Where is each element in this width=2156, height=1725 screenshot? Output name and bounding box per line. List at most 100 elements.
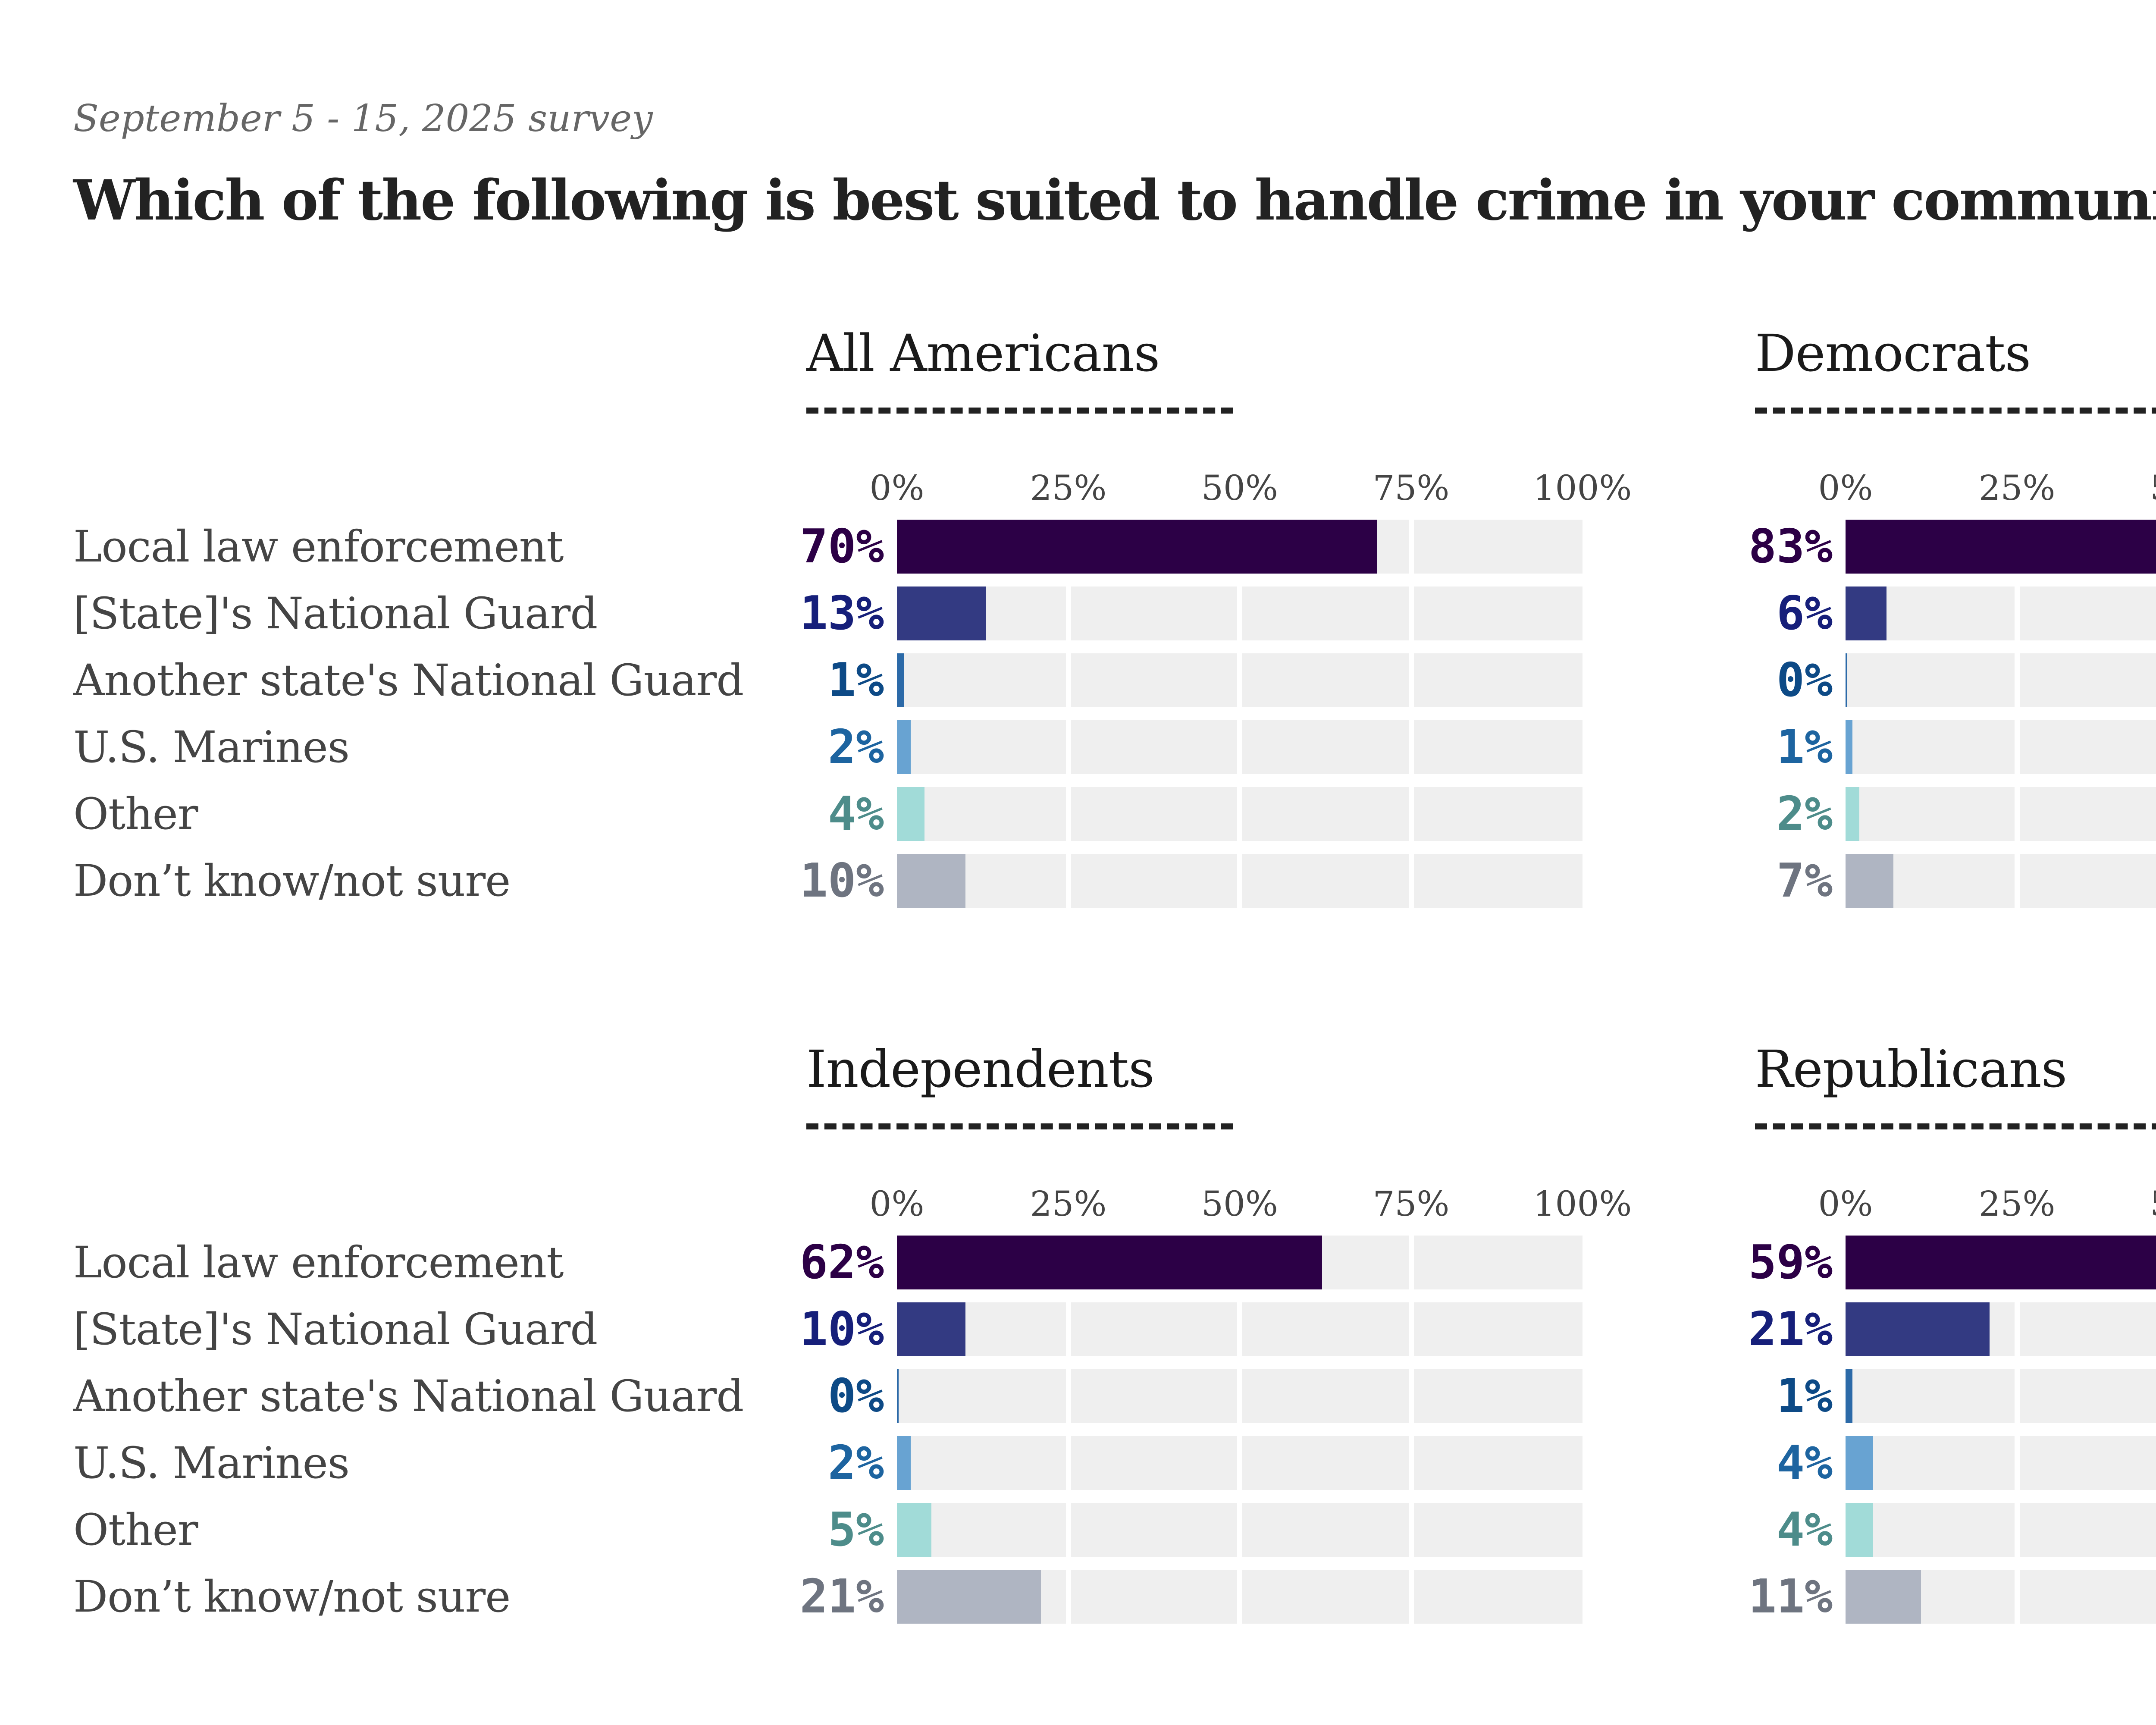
bar-track [897,1236,1583,1289]
gridline [1408,1570,1414,1624]
value-label: 0% [827,1369,884,1423]
category-label: Other [73,1505,198,1555]
gridline [2014,1503,2020,1557]
value-label: 11% [1748,1570,1833,1624]
category-label: Don’t know/not sure [73,1571,511,1622]
bar-track [1846,854,2156,908]
bar-track [897,1570,1583,1624]
gridline [1065,1302,1071,1356]
value-label: 7% [1776,854,1833,908]
panel-title: Republicans [1755,1039,2067,1099]
value-label: 13% [799,586,884,640]
bar-track [897,1503,1583,1557]
gridline [1065,1503,1071,1557]
value-label: 2% [1776,787,1833,841]
gridline [1065,1436,1071,1490]
bar-track [1846,1503,2156,1557]
x-axis-tick-label: 50% [2150,468,2156,508]
chart-title: Which of the following is best suited to… [73,168,2156,233]
panel-all-americans: All Americans 0% 25% 50% 75% 100% Local law en… [73,323,1669,927]
value-label: 4% [1776,1503,1833,1557]
category-label: [State]'s National Guard [73,588,598,639]
bar [1846,1302,1990,1356]
gridline [2014,653,2020,707]
bar [897,787,924,841]
value-label: 2% [827,1436,884,1490]
bar [897,586,986,640]
value-label: 5% [827,1503,884,1557]
bar [897,1236,1322,1289]
category-label: [State]'s National Guard [73,1304,598,1355]
value-label: 21% [1748,1302,1833,1356]
bar-track [897,1436,1583,1490]
category-label: U.S. Marines [73,1438,350,1488]
bar-track [1846,1302,2156,1356]
bar [897,854,965,908]
bar-track [1846,653,2156,707]
panel-title-underline [806,408,1233,414]
gridline [1065,653,1071,707]
gridline [2014,1436,2020,1490]
gridline [1065,787,1071,841]
bar-track [897,787,1583,841]
bar [897,1302,965,1356]
bar [1846,653,1847,707]
gridline [2014,787,2020,841]
category-label: U.S. Marines [73,722,350,772]
survey-date-subtitle: September 5 - 15, 2025 survey [73,97,653,140]
value-label: 83% [1748,520,1833,574]
x-axis-tick-label: 75% [1373,468,1450,508]
value-label: 6% [1776,586,1833,640]
bar [1846,520,2156,574]
gridline [1408,1236,1414,1289]
bar [897,1369,899,1423]
category-label: Local law enforcement [73,521,564,572]
gridline [1065,854,1071,908]
gridline [1408,1302,1414,1356]
gridline [1408,1436,1414,1490]
bar-track [897,586,1583,640]
gridline [1237,1369,1242,1423]
panel-independents: Independents 0% 25% 50% 75% 100% Local law enf… [73,1039,1669,1643]
x-axis-tick-label: 100% [1533,468,1632,508]
category-label: Don’t know/not sure [73,856,511,906]
x-axis-tick-label: 25% [1978,468,2056,508]
x-axis-tick-label: 0% [1818,1184,1873,1224]
bar [1846,1503,1873,1557]
bar [1846,1369,1852,1423]
gridline [1065,720,1071,774]
bar-track [1846,586,2156,640]
bar [897,720,911,774]
x-axis-tick-label: 0% [869,468,924,508]
bar-track [897,653,1583,707]
value-label: 0% [1776,653,1833,707]
bar [1846,720,1852,774]
gridline [1408,1503,1414,1557]
gridline [2014,1570,2020,1624]
bar-track [1846,1369,2156,1423]
bar-track [897,520,1583,574]
x-axis-tick-label: 75% [1373,1184,1450,1224]
bar [897,653,904,707]
gridline [1408,720,1414,774]
bar [897,1570,1041,1624]
bar-track [1846,520,2156,574]
gridline [1065,1570,1071,1624]
x-axis-tick-label: 25% [1030,1184,1107,1224]
gridline [1237,720,1242,774]
value-label: 70% [799,520,884,574]
value-label: 59% [1748,1236,1833,1289]
bar [1846,1436,1873,1490]
gridline [1237,1436,1242,1490]
value-label: 21% [799,1570,884,1624]
value-label: 1% [1776,1369,1833,1423]
category-label: Local law enforcement [73,1237,564,1288]
gridline [1408,787,1414,841]
bar [897,520,1377,574]
value-label: 4% [827,787,884,841]
bar-track [1846,720,2156,774]
gridline [1237,586,1242,640]
bar [897,1503,931,1557]
bar-track [897,1302,1583,1356]
